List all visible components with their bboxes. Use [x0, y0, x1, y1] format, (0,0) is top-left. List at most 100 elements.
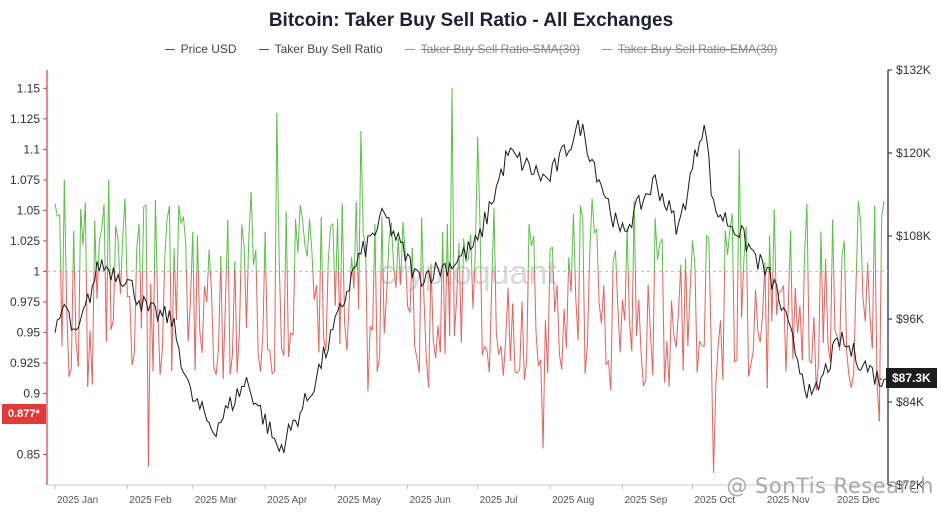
ratio-segment-up [182, 216, 187, 245]
ratio-segment-up [381, 216, 384, 272]
ratio-segment-down [206, 271, 209, 303]
ratio-segment-down [286, 271, 290, 357]
ratio-segment-up [773, 209, 777, 272]
ratio-segment-up [243, 246, 246, 272]
ratio-segment-down [346, 300, 350, 351]
ratio-segment-down [861, 271, 864, 299]
ratio-segment-up [568, 257, 571, 272]
ratio-segment-down [640, 354, 644, 387]
ratio-segment-down [713, 385, 717, 473]
ratio-segment-up [451, 88, 455, 272]
ratio-segment-down [516, 369, 521, 374]
ratio-segment-down [850, 373, 855, 389]
ratio-segment-up [446, 224, 449, 272]
ratio-segment-down [544, 320, 549, 373]
ratio-segment-up [855, 201, 859, 272]
ratio-segment-down [213, 367, 217, 376]
x-tick-label: 2025 Oct [695, 495, 736, 506]
ratio-segment-down [210, 290, 215, 368]
ratio-segment-down [269, 350, 273, 375]
ratio-segment-up [114, 225, 117, 272]
current-ratio-tag: 0.877* [2, 404, 46, 424]
x-tick-label: 2025 May [337, 495, 381, 506]
ratio-segment-up [337, 218, 340, 272]
ratio-segment-up [470, 234, 473, 272]
ratio-segment-up [400, 222, 404, 272]
ratio-segment-down [547, 271, 551, 373]
ratio-segment-down [500, 346, 504, 376]
ratio-segment-down [619, 300, 623, 353]
ratio-segment-down [825, 271, 829, 345]
ratio-segment-down [771, 271, 774, 322]
ratio-segment-up [98, 229, 103, 241]
ratio-segment-down [334, 271, 337, 306]
ratio-segment-down [834, 330, 838, 338]
ratio-segment-down [663, 341, 668, 383]
ratio-segment-up [241, 224, 245, 248]
ratio-segment-down [715, 344, 719, 386]
ratio-segment-down [687, 288, 691, 346]
y-left-tick-label: 0.85 [17, 447, 41, 461]
ratio-segment-up [411, 248, 414, 272]
ratio-segment-down [365, 271, 369, 392]
ratio-segment-down [815, 360, 820, 391]
legend-price-usd[interactable]: Price USD [164, 42, 237, 56]
ratio-segment-down [794, 288, 799, 333]
ratio-segment-down [245, 271, 249, 328]
ratio-segment-down [821, 271, 824, 344]
ratio-segment-up [141, 206, 145, 272]
ratio-segment-down [685, 271, 689, 346]
ratio-segment-up [654, 218, 658, 260]
ratio-segment-up [208, 249, 211, 272]
chart-legend: Price USD Taker Buy Sell Ratio Taker Buy… [0, 42, 942, 56]
ratio-segment-down [453, 271, 455, 337]
ratio-segment-down [631, 271, 634, 352]
x-tick-label: 2025 Aug [552, 495, 594, 506]
ratio-segment-down [534, 271, 537, 334]
ratio-segment-down [96, 271, 99, 299]
ratio-segment-up [168, 206, 171, 272]
ratio-segment-down [556, 284, 560, 354]
ratio-segment-down [376, 357, 381, 372]
ratio-segment-down [709, 271, 712, 346]
legend-taker-ratio-sma[interactable]: Taker Buy Sell Ratio-SMA(30) [404, 42, 580, 56]
legend-line-icon [404, 48, 415, 50]
ratio-segment-down [65, 271, 68, 306]
ratio-segment-down [722, 271, 726, 380]
ratio-segment-up [404, 253, 407, 272]
ratio-segment-up [493, 207, 496, 272]
ratio-segment-up [306, 218, 311, 257]
ratio-segment-down [603, 285, 607, 366]
y-left-tick-label: 0.975 [10, 295, 40, 309]
ratio-segment-down [318, 271, 321, 353]
ratio-segment-up [589, 198, 593, 253]
ratio-segment-down [159, 348, 163, 375]
ratio-segment-up [309, 218, 313, 252]
ratio-segment-up [656, 244, 661, 261]
ratio-segment-down [666, 341, 670, 387]
x-tick-label: 2025 Jul [480, 495, 518, 506]
legend-taker-ratio-ema[interactable]: Taker Buy Sell Ratio-EMA(30) [602, 42, 777, 56]
ratio-segment-up [579, 205, 584, 219]
ratio-segment-down [813, 316, 817, 391]
legend-label: Taker Buy Sell Ratio [274, 42, 383, 56]
ratio-segment-down [583, 271, 586, 374]
ratio-segment-down [288, 332, 292, 357]
ratio-segment-up [362, 233, 367, 244]
y-left-tick-label: 1.1 [23, 142, 40, 156]
ratio-segment-up [250, 192, 254, 265]
ratio-segment-up [881, 200, 885, 218]
ratio-segment-down [459, 271, 462, 343]
ratio-segment-down [643, 379, 647, 387]
ratio-segment-down [717, 320, 722, 345]
ratio-segment-down [215, 349, 219, 375]
ratio-segment-down [271, 370, 275, 375]
legend-taker-ratio[interactable]: Taker Buy Sell Ratio [258, 42, 383, 56]
ratio-segment-down [453, 298, 458, 337]
ratio-segment-down [586, 271, 590, 345]
ratio-segment-down [689, 271, 692, 290]
ratio-segment-up [393, 265, 395, 272]
ratio-segment-up [737, 149, 740, 272]
ratio-segment-up [387, 241, 390, 272]
